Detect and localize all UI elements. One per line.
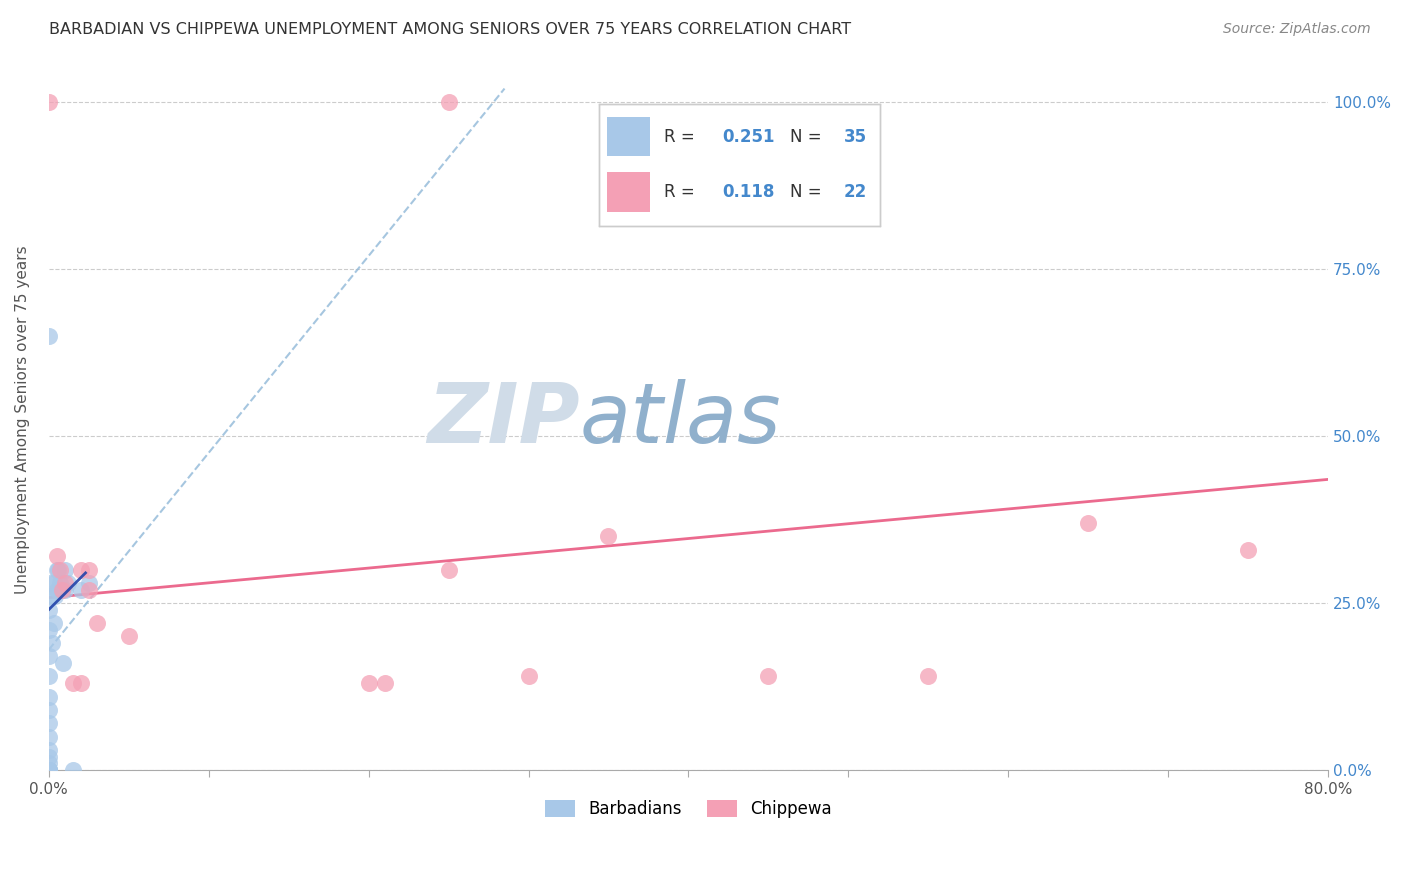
Point — [38, 328, 60, 343]
Point — [53, 563, 76, 577]
Point — [38, 763, 60, 777]
Point — [38, 763, 60, 777]
Point — [77, 563, 100, 577]
Point — [38, 763, 60, 777]
Point — [53, 582, 76, 597]
Point — [38, 763, 60, 777]
Point — [437, 563, 460, 577]
Point — [38, 623, 60, 637]
Point — [39, 576, 62, 591]
Point — [374, 676, 396, 690]
Point — [38, 649, 60, 664]
Point — [45, 563, 67, 577]
Point — [56, 576, 79, 591]
Point — [77, 582, 100, 597]
Point — [53, 576, 76, 591]
Legend: Barbadians, Chippewa: Barbadians, Chippewa — [538, 793, 838, 825]
Text: atlas: atlas — [579, 379, 782, 459]
Point — [62, 763, 84, 777]
Point — [38, 756, 60, 771]
Point — [437, 95, 460, 109]
Point — [42, 615, 65, 630]
Point — [77, 576, 100, 591]
Point — [118, 629, 141, 643]
Point — [38, 749, 60, 764]
Text: ZIP: ZIP — [427, 379, 579, 459]
Point — [86, 615, 108, 630]
Point — [51, 582, 73, 597]
Point — [42, 576, 65, 591]
Point — [69, 676, 91, 690]
Point — [69, 563, 91, 577]
Y-axis label: Unemployment Among Seniors over 75 years: Unemployment Among Seniors over 75 years — [15, 245, 30, 593]
Point — [52, 656, 75, 670]
Point — [62, 676, 84, 690]
Point — [46, 563, 69, 577]
Point — [38, 95, 60, 109]
Point — [38, 743, 60, 757]
Point — [38, 690, 60, 704]
Text: Source: ZipAtlas.com: Source: ZipAtlas.com — [1223, 22, 1371, 37]
Point — [69, 582, 91, 597]
Point — [1077, 516, 1099, 530]
Point — [517, 669, 540, 683]
Point — [38, 763, 60, 777]
Point — [38, 716, 60, 731]
Point — [41, 636, 63, 650]
Text: BARBADIAN VS CHIPPEWA UNEMPLOYMENT AMONG SENIORS OVER 75 YEARS CORRELATION CHART: BARBADIAN VS CHIPPEWA UNEMPLOYMENT AMONG… — [49, 22, 852, 37]
Point — [39, 589, 62, 603]
Point — [598, 529, 620, 543]
Point — [49, 576, 72, 591]
Point — [1237, 542, 1260, 557]
Point — [45, 549, 67, 564]
Point — [917, 669, 939, 683]
Point — [44, 589, 66, 603]
Point — [49, 563, 72, 577]
Point — [38, 730, 60, 744]
Point — [45, 582, 67, 597]
Point — [38, 602, 60, 616]
Point — [51, 582, 73, 597]
Point — [758, 669, 780, 683]
Point — [38, 669, 60, 683]
Point — [38, 703, 60, 717]
Point — [357, 676, 380, 690]
